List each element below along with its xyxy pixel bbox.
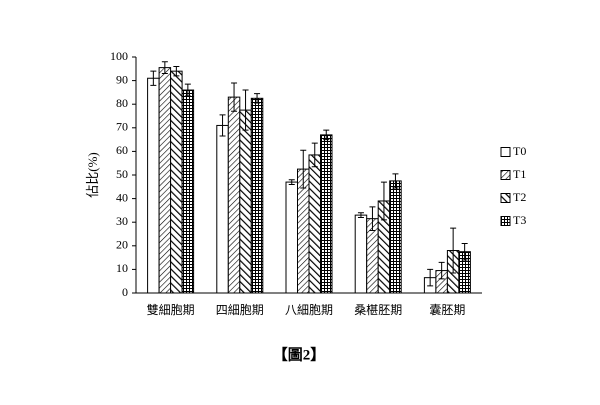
error-bar	[161, 61, 168, 75]
bar	[308, 154, 321, 294]
bar	[147, 77, 160, 294]
error-bar	[369, 206, 376, 231]
x-tick-label: 雙細胞期	[147, 303, 195, 317]
bar	[320, 134, 333, 294]
error-bar	[254, 93, 261, 104]
legend-swatch	[500, 216, 511, 226]
bar	[354, 214, 368, 294]
error-bar	[357, 212, 364, 218]
caption: 【圖2】	[273, 345, 326, 363]
bar	[250, 97, 264, 294]
error-bar	[300, 149, 307, 189]
error-bar	[450, 227, 457, 274]
legend-label: T2	[513, 190, 526, 204]
bar	[170, 70, 183, 294]
legend-label: T1	[513, 167, 526, 181]
x-tick-label: 桑椹胚期	[354, 303, 402, 317]
error-bar	[173, 65, 180, 77]
y-axis-label: 佔比(%)	[85, 152, 100, 198]
bar	[181, 89, 195, 294]
error-bar	[242, 89, 249, 131]
legend-swatch	[500, 170, 511, 180]
y-tick-label: 60	[116, 143, 128, 157]
legend-swatch	[500, 147, 511, 157]
legend-label: T3	[513, 213, 526, 227]
bar	[227, 96, 241, 294]
bar	[285, 181, 298, 294]
y-tick-label: 10	[116, 261, 128, 275]
error-bar	[231, 82, 238, 112]
error-bar	[219, 114, 226, 137]
y-tick-label: 40	[116, 190, 128, 204]
legend-swatch	[500, 193, 511, 203]
error-bar	[380, 181, 387, 221]
bar	[158, 67, 172, 294]
x-tick-label: 四細胞期	[216, 303, 264, 317]
error-bar	[392, 173, 399, 189]
y-tick-label: 90	[116, 72, 128, 86]
bar	[239, 109, 252, 294]
y-tick-label: 70	[116, 120, 128, 134]
y-tick-label: 100	[110, 49, 128, 63]
y-tick-label: 80	[116, 96, 128, 110]
legend-label: T0	[513, 144, 526, 158]
y-tick-label: 30	[116, 214, 128, 228]
bar	[389, 180, 402, 294]
error-bar	[184, 83, 191, 97]
error-bar	[438, 261, 445, 280]
error-bar	[150, 70, 157, 86]
error-bar	[288, 179, 295, 185]
y-tick-label: 20	[116, 238, 128, 252]
x-tick-label: 八細胞期	[285, 303, 333, 317]
y-tick-label: 0	[122, 285, 128, 299]
error-bar	[311, 142, 318, 168]
x-tick-label: 囊胚期	[429, 302, 465, 317]
error-bar	[427, 268, 434, 287]
bar	[216, 124, 229, 294]
error-bar	[461, 242, 468, 261]
y-tick-label: 50	[116, 167, 128, 181]
error-bar	[323, 129, 330, 141]
